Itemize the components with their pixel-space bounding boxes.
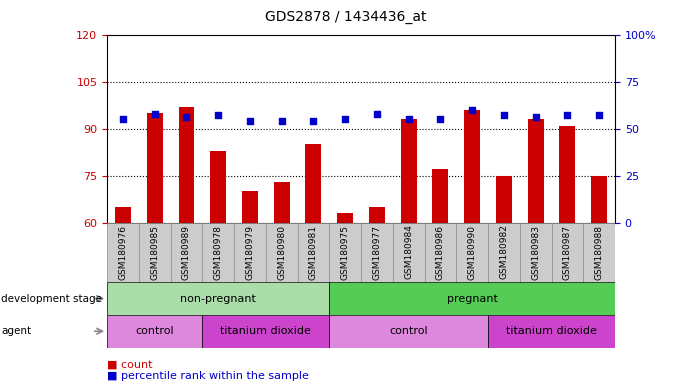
- Bar: [146, 113, 162, 223]
- Point: [530, 114, 541, 121]
- Text: non-pregnant: non-pregnant: [180, 293, 256, 304]
- Text: control: control: [135, 326, 174, 336]
- Bar: [178, 107, 194, 223]
- Point: [594, 113, 605, 119]
- Text: ■ percentile rank within the sample: ■ percentile rank within the sample: [107, 371, 309, 381]
- Bar: [115, 207, 131, 223]
- Text: GSM180984: GSM180984: [404, 225, 413, 280]
- Text: ■ count: ■ count: [107, 360, 153, 370]
- Text: GSM180987: GSM180987: [563, 225, 572, 280]
- Text: control: control: [389, 326, 428, 336]
- Point: [403, 116, 414, 122]
- Text: GSM180975: GSM180975: [341, 225, 350, 280]
- Text: agent: agent: [1, 326, 32, 336]
- Bar: [401, 119, 417, 223]
- Point: [245, 118, 256, 124]
- Text: GSM180979: GSM180979: [245, 225, 254, 280]
- Text: GSM180978: GSM180978: [214, 225, 223, 280]
- Text: GSM180981: GSM180981: [309, 225, 318, 280]
- Bar: [560, 126, 576, 223]
- Bar: [464, 110, 480, 223]
- Point: [498, 113, 509, 119]
- Point: [149, 111, 160, 117]
- Text: GSM180980: GSM180980: [277, 225, 286, 280]
- Bar: [274, 182, 290, 223]
- Bar: [337, 214, 353, 223]
- Bar: [528, 119, 544, 223]
- Bar: [210, 151, 226, 223]
- Bar: [330, 315, 488, 348]
- Text: GSM180989: GSM180989: [182, 225, 191, 280]
- Text: GSM180982: GSM180982: [500, 225, 509, 280]
- Point: [340, 116, 351, 122]
- Bar: [369, 207, 385, 223]
- Bar: [202, 315, 330, 348]
- Text: titanium dioxide: titanium dioxide: [220, 326, 311, 336]
- Point: [466, 107, 477, 113]
- Text: GSM180990: GSM180990: [468, 225, 477, 280]
- Bar: [330, 282, 615, 315]
- Point: [213, 113, 224, 119]
- Text: titanium dioxide: titanium dioxide: [506, 326, 597, 336]
- Point: [276, 118, 287, 124]
- Bar: [107, 282, 330, 315]
- Text: development stage: development stage: [1, 293, 102, 304]
- Bar: [496, 176, 512, 223]
- Text: GDS2878 / 1434436_at: GDS2878 / 1434436_at: [265, 10, 426, 23]
- Bar: [305, 144, 321, 223]
- Point: [117, 116, 129, 122]
- Bar: [433, 169, 448, 223]
- Text: pregnant: pregnant: [446, 293, 498, 304]
- Text: GSM180977: GSM180977: [372, 225, 381, 280]
- Bar: [488, 315, 615, 348]
- Point: [371, 111, 382, 117]
- Point: [308, 118, 319, 124]
- Bar: [591, 176, 607, 223]
- Text: GSM180983: GSM180983: [531, 225, 540, 280]
- Point: [435, 116, 446, 122]
- Bar: [242, 191, 258, 223]
- Bar: [107, 315, 202, 348]
- Text: GSM180988: GSM180988: [595, 225, 604, 280]
- Point: [562, 113, 573, 119]
- Text: GSM180986: GSM180986: [436, 225, 445, 280]
- Text: GSM180976: GSM180976: [118, 225, 127, 280]
- Point: [181, 114, 192, 121]
- Text: GSM180985: GSM180985: [150, 225, 159, 280]
